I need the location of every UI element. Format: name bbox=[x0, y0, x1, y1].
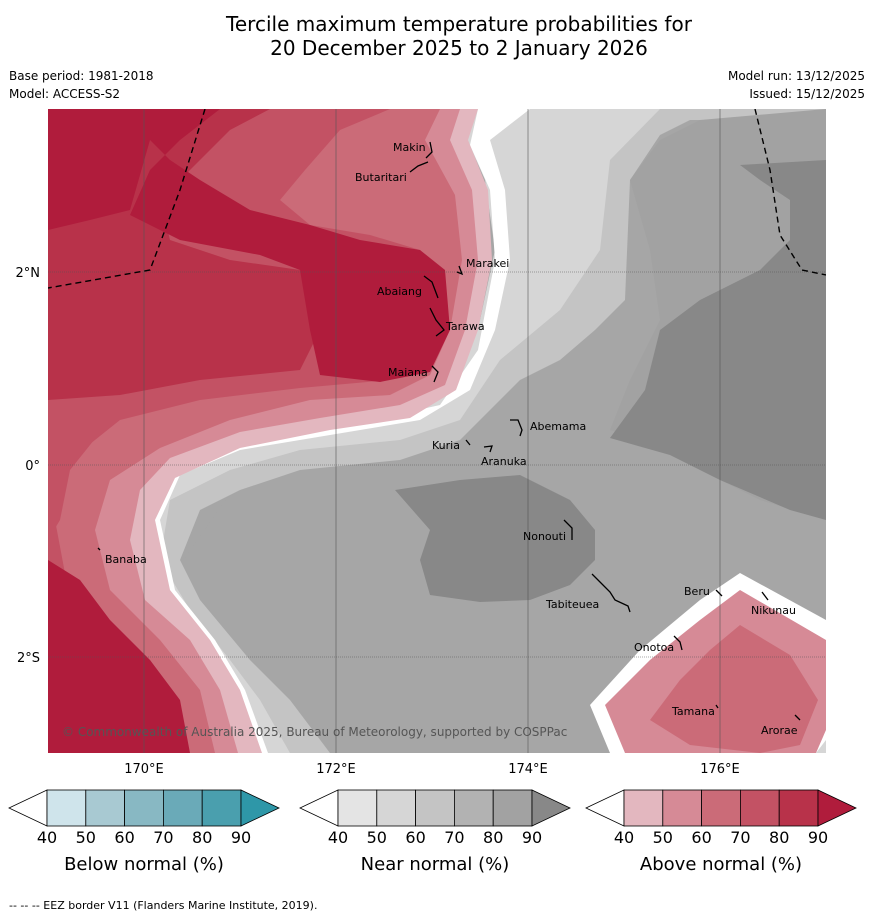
near-normal-80-region bbox=[610, 160, 826, 520]
island-outlines bbox=[97, 141, 801, 721]
colorbar-segment bbox=[623, 789, 664, 827]
colorbar-min-extension bbox=[8, 789, 48, 827]
base-period: Base period: 1981-2018 bbox=[9, 69, 154, 83]
colorbar-tick-label: 40 bbox=[328, 828, 348, 847]
colorbar-min-extension bbox=[585, 789, 625, 827]
place-arorae: Arorae bbox=[761, 724, 798, 737]
colorbar-label-above: Above normal (%) bbox=[639, 854, 803, 875]
colorbar-segment bbox=[85, 789, 126, 827]
colorbar-tick-label: 70 bbox=[730, 828, 750, 847]
colorbar-segment bbox=[662, 789, 702, 827]
eez-footnote: -- -- -- EEZ border V11 (Flanders Marine… bbox=[9, 899, 318, 912]
colorbar-tick-label: 40 bbox=[37, 828, 57, 847]
colorbar-segment bbox=[778, 789, 819, 827]
colorbar-above: 40 50 60 70 80 90 bbox=[585, 789, 857, 847]
place-nikunau: Nikunau bbox=[751, 604, 796, 617]
colorbar-segment bbox=[492, 789, 533, 827]
place-tabiteuea: Tabiteuea bbox=[545, 598, 599, 611]
lon-label-172e: 172°E bbox=[316, 762, 356, 777]
above-normal-80-band bbox=[48, 109, 320, 753]
colorbar-tick-label: 50 bbox=[367, 828, 387, 847]
colorbar-tick-label: 90 bbox=[522, 828, 542, 847]
colorbar-tick-label: 90 bbox=[808, 828, 828, 847]
colorbar-max-extension bbox=[531, 789, 571, 827]
model-run: Model run: 13/12/2025 bbox=[727, 69, 865, 83]
colorbar-tick-label: 50 bbox=[653, 828, 673, 847]
place-beru: Beru bbox=[684, 585, 710, 598]
meta-left: Base period: 1981-2018 Model: ACCESS-S2 bbox=[9, 67, 154, 103]
colorbar-tick-label: 60 bbox=[114, 828, 134, 847]
lon-label-176e: 176°E bbox=[700, 762, 740, 777]
colorbar-segment bbox=[415, 789, 455, 827]
copyright-notice: © Commonwealth of Australia 2025, Bureau… bbox=[62, 725, 567, 739]
place-banaba: Banaba bbox=[105, 553, 147, 566]
place-makin: Makin bbox=[393, 141, 426, 154]
colorbar-segment bbox=[740, 789, 780, 827]
lat-label-2n: 2°N bbox=[16, 266, 41, 281]
eez-border bbox=[48, 109, 826, 289]
colorbar-segment bbox=[124, 789, 164, 827]
colorbar-tick-label: 80 bbox=[192, 828, 212, 847]
colorbar-group: 40 50 60 70 80 90 40 50 60 70 80 90 40 50 60 70 80 90 bbox=[8, 789, 857, 847]
above-normal-90-core bbox=[48, 109, 450, 382]
colorbar-segment bbox=[453, 789, 494, 827]
place-tarawa: Tarawa bbox=[445, 320, 485, 333]
place-onotoa: Onotoa bbox=[634, 641, 674, 654]
place-marakei: Marakei bbox=[466, 257, 509, 270]
colorbar-label-below: Below normal (%) bbox=[64, 854, 224, 875]
colorbar-tick-label: 50 bbox=[76, 828, 96, 847]
colorbar-tick-label: 90 bbox=[231, 828, 251, 847]
place-butaritari: Butaritari bbox=[355, 171, 407, 184]
place-aranuka: Aranuka bbox=[481, 455, 527, 468]
colorbar-segment bbox=[337, 789, 378, 827]
colorbar-tick-label: 80 bbox=[483, 828, 503, 847]
colorbar-below: 40 50 60 70 80 90 bbox=[8, 789, 280, 847]
colorbar-segment bbox=[701, 789, 741, 827]
colorbar-near: 40 50 60 70 80 90 bbox=[299, 789, 571, 847]
lat-label-0: 0° bbox=[25, 459, 40, 474]
normal-buffer-zone bbox=[145, 109, 530, 753]
model-name: Model: ACCESS-S2 bbox=[9, 87, 121, 101]
colorbar-tick-label: 70 bbox=[153, 828, 173, 847]
colorbar-tick-label: 60 bbox=[405, 828, 425, 847]
colorbar-label-near: Near normal (%) bbox=[360, 854, 510, 875]
lon-label-174e: 174°E bbox=[508, 762, 548, 777]
place-abemama: Abemama bbox=[530, 420, 586, 433]
colorbar-min-extension bbox=[299, 789, 339, 827]
place-abaiang: Abaiang bbox=[377, 285, 422, 298]
colorbar-max-extension bbox=[817, 789, 857, 827]
meta-right: Model run: 13/12/2025 Issued: 15/12/2025 bbox=[728, 67, 865, 103]
near-normal-80-core bbox=[395, 475, 595, 602]
probability-field: Makin Butaritari Marakei Abaiang Tarawa … bbox=[48, 109, 826, 753]
issued-date: Issued: 15/12/2025 bbox=[749, 87, 865, 101]
place-kuria: Kuria bbox=[432, 439, 460, 452]
colorbar-tick-label: 70 bbox=[444, 828, 464, 847]
map-title: Tercile maximum temperature probabilitie… bbox=[0, 12, 873, 60]
colorbar-max-extension bbox=[240, 789, 280, 827]
colorbar-tick-label: 40 bbox=[614, 828, 634, 847]
title-line-1: Tercile maximum temperature probabilitie… bbox=[226, 12, 692, 36]
colorbar-segment bbox=[46, 789, 87, 827]
title-line-2: 20 December 2025 to 2 January 2026 bbox=[270, 36, 648, 60]
colorbar-segment bbox=[376, 789, 416, 827]
colorbar-tick-label: 80 bbox=[769, 828, 789, 847]
place-nonouti: Nonouti bbox=[523, 530, 566, 543]
colorbar-segment bbox=[162, 789, 203, 827]
lon-label-170e: 170°E bbox=[124, 762, 164, 777]
colorbar-segment bbox=[201, 789, 242, 827]
colorbar-tick-label: 60 bbox=[691, 828, 711, 847]
lat-label-2s: 2°S bbox=[17, 651, 40, 666]
graticule bbox=[48, 109, 826, 753]
place-maiana: Maiana bbox=[388, 366, 428, 379]
near-normal-40-band bbox=[140, 109, 660, 753]
place-tamana: Tamana bbox=[671, 705, 715, 718]
